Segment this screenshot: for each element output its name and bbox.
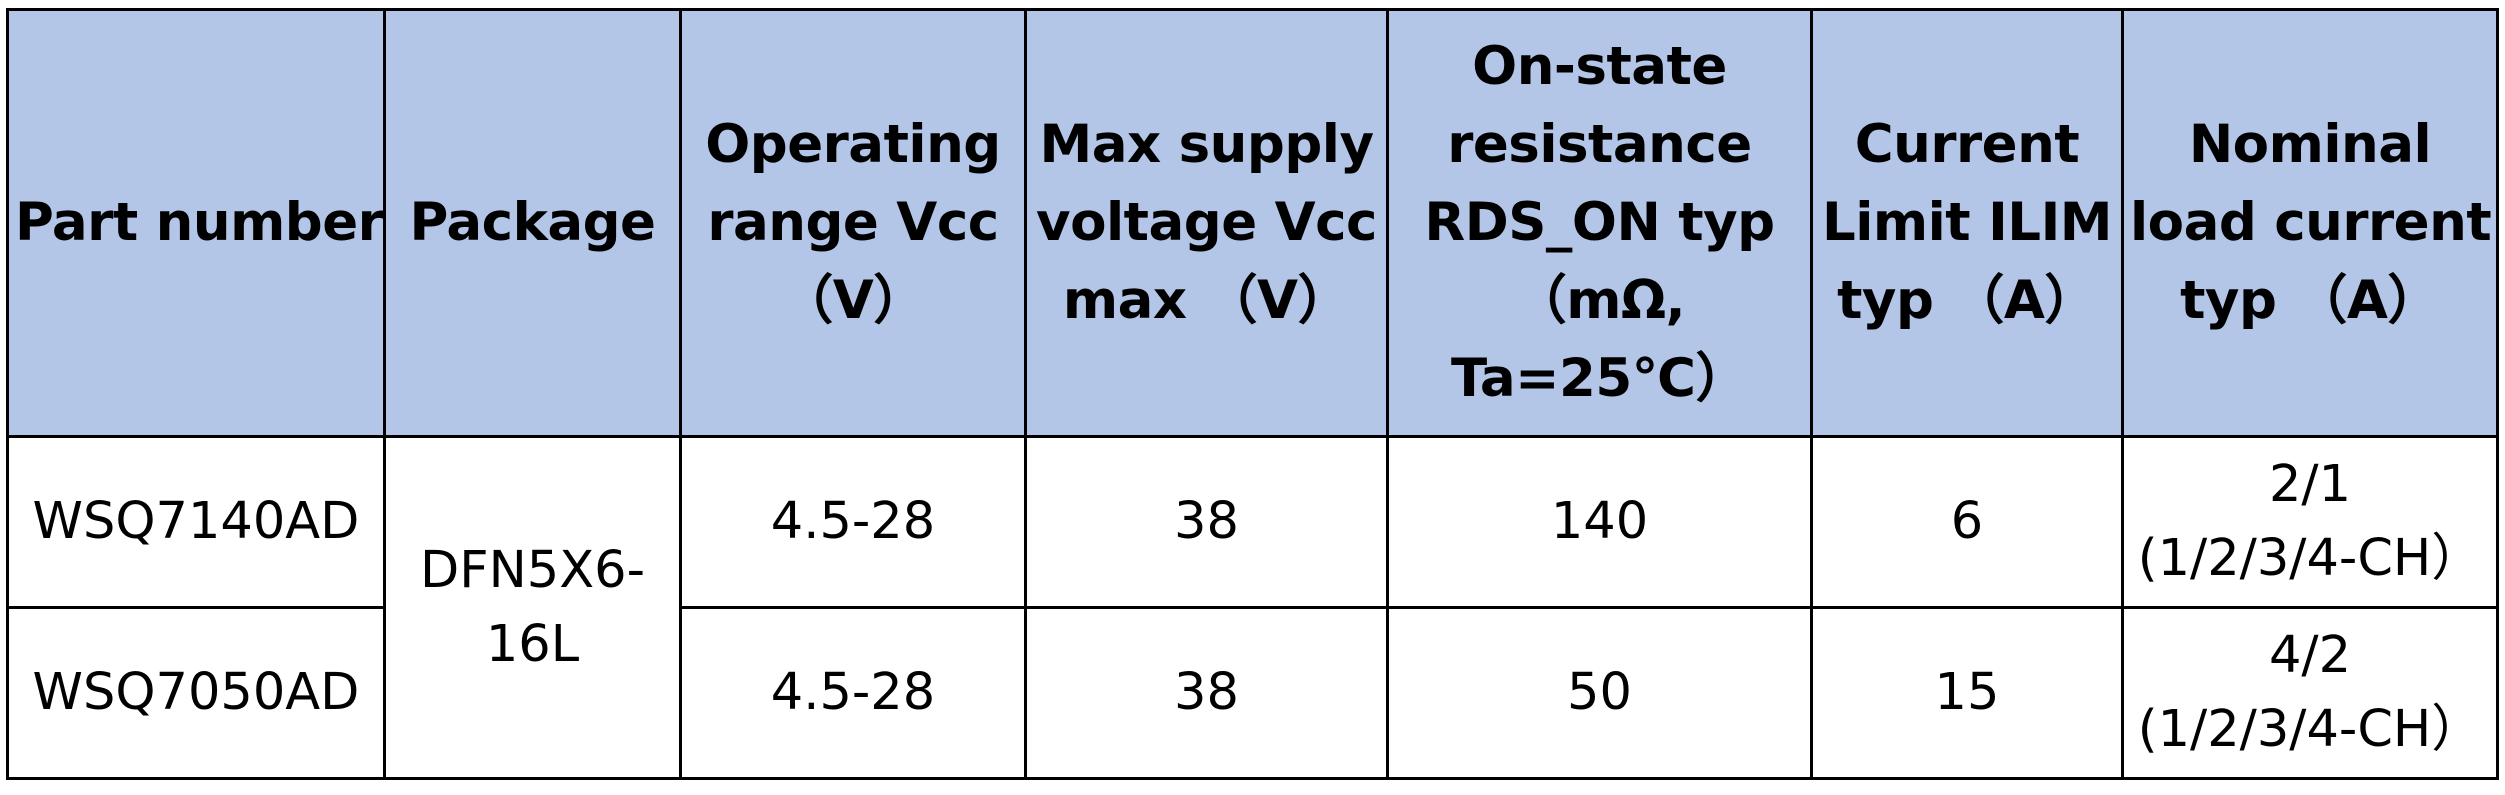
spec-table: Part number Package Operating range Vcc … [6,8,2499,780]
cell-nominal-load: 2/1 (1/2/3/4-CH） [2121,435,2499,609]
header-operating-range: Operating range Vcc （V） [679,8,1027,438]
cell-package: DFN5X6- 16L [383,435,682,780]
cell-part-number: WSQ7140AD [6,435,386,609]
cell-nominal-load: 4/2 (1/2/3/4-CH） [2121,606,2499,780]
header-max-supply-voltage: Max supply voltage Vcc max （V） [1024,8,1389,438]
cell-operating-range: 4.5-28 [679,606,1027,780]
header-on-state-resistance: On-state resistance RDS_ON typ （mΩ, Ta=2… [1386,8,1813,438]
table-row: WSQ7050AD 4.5-28 38 50 15 4/2 (1/2/3/4-C… [6,606,2499,780]
table-row: WSQ7140AD DFN5X6- 16L 4.5-28 38 140 6 2/… [6,435,2499,780]
header-current-limit: Current Limit ILIM typ （A） [1810,8,2124,438]
cell-max-supply: 38 [1024,606,1389,780]
cell-current-limit: 6 [1810,435,2124,609]
cell-part-number: WSQ7050AD [6,606,386,780]
header-part-number: Part number [6,8,386,438]
cell-max-supply: 38 [1024,435,1389,609]
cell-rds-on: 140 [1386,435,1813,609]
cell-operating-range: 4.5-28 [679,435,1027,609]
cell-current-limit: 15 [1810,606,2124,780]
header-package: Package [383,8,682,438]
header-row: Part number Package Operating range Vcc … [6,8,2499,438]
header-nominal-load-current: Nominal load current typ （A） [2121,8,2499,438]
cell-rds-on: 50 [1386,606,1813,780]
